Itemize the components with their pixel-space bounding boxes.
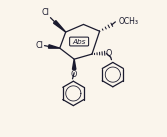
Text: Cl: Cl xyxy=(42,8,50,17)
Polygon shape xyxy=(48,45,60,48)
Polygon shape xyxy=(54,21,66,32)
Text: Cl: Cl xyxy=(36,41,44,50)
FancyBboxPatch shape xyxy=(70,37,89,46)
Text: Abs: Abs xyxy=(72,38,86,45)
Text: O: O xyxy=(71,70,77,79)
Polygon shape xyxy=(72,59,76,69)
Text: OCH₃: OCH₃ xyxy=(119,17,139,25)
Text: O: O xyxy=(105,49,111,58)
